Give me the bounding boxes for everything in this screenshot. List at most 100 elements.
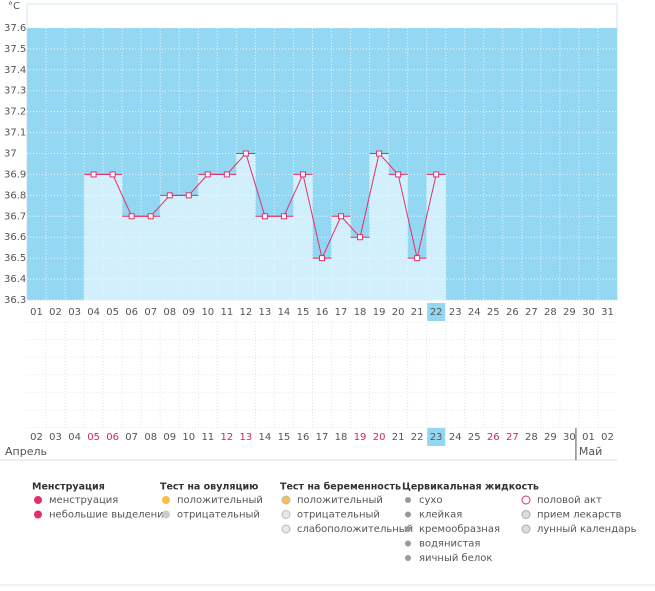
y-tick-label: 36.5 [4,253,26,264]
x-tick-label: 27 [525,307,538,318]
y-tick-label: 36.7 [4,211,26,222]
calendar-day: 03 [49,432,62,443]
y-tick-label: 37.6 [4,23,26,34]
calendar-day: 27 [506,432,519,443]
calendar-day: 01 [582,432,595,443]
marker [147,213,154,220]
x-tick-label: 20 [392,307,405,318]
bar [160,195,180,300]
x-tick-label: 17 [335,307,348,318]
bar [350,237,370,300]
marker [204,171,211,178]
x-tick-label: 07 [144,307,157,318]
legend-icon [405,497,411,503]
x-tick-label: 04 [87,307,100,318]
calendar-day: 21 [392,432,405,443]
marker [395,171,402,178]
legend-item: небольшие выделения [49,510,170,521]
marker [128,213,135,220]
bar [103,174,123,300]
marker [338,213,345,220]
calendar-day: 25 [468,432,481,443]
legend-icon [281,524,291,534]
legend-item: водянистая [419,539,480,550]
calendar-day: 19 [354,432,367,443]
y-tick-label: 36.4 [4,274,26,285]
x-tick-label: 31 [601,307,614,318]
today [427,428,446,446]
x-tick-label: 03 [68,307,81,318]
x-tick-label: 21 [411,307,424,318]
x-tick-label: 12 [240,307,253,318]
y-tick-label: 37.3 [4,86,26,97]
calendar-day: 23 [430,432,443,443]
bar [236,153,256,300]
calendar-day: 04 [68,432,81,443]
calendar-day: 05 [87,432,100,443]
calendar-day: 22 [411,432,424,443]
calendar-day: 24 [449,432,462,443]
y-tick-label: 36.9 [4,169,26,180]
x-tick-label: 28 [544,307,557,318]
month-label: Май [579,445,602,458]
x-tick-label: 09 [182,307,195,318]
y-tick-label: 36.6 [4,232,26,243]
legend-item: положительный [177,495,263,506]
legend-item: прием лекарств [537,510,622,521]
y-tick-label: 37.4 [4,65,26,76]
calendar-day: 28 [525,432,538,443]
calendar-day: 17 [316,432,329,443]
legend-item: отрицательный [297,510,380,521]
x-tick-label: 10 [201,307,214,318]
calendar-day: 06 [106,432,119,443]
legend-item: половой акт [537,495,602,506]
marker [261,213,268,220]
legend-icon [405,555,411,561]
y-tick-label: 37 [4,149,17,160]
legend-item: сухо [419,495,442,506]
legend-item: слабоположительный [297,524,413,535]
legend-icon [405,511,411,518]
legend-icon [162,496,170,504]
x-tick-label: 19 [373,307,386,318]
unit: °C [8,1,20,12]
x-tick-label: 02 [49,307,62,318]
x-tick-label: 25 [487,307,500,318]
calendar-day: 11 [201,432,214,443]
calendar-day: 16 [297,432,310,443]
legend-icon [405,540,411,547]
calendar-day: 20 [373,432,386,443]
marker [319,255,325,262]
x-tick-label: 01 [30,307,43,318]
calendar-day: 02 [601,432,614,443]
bar [388,174,408,300]
marker [223,171,230,178]
marker [376,150,383,157]
legend-icon [34,510,42,519]
calendar-day: 08 [144,432,157,443]
legend-icon [521,510,531,519]
legend-icon [521,524,531,534]
legend-title: Цервикальная жидкость [402,482,539,493]
calendar-day: 09 [163,432,176,443]
calendar-day: 15 [278,432,291,443]
y-tick-label: 37.5 [4,44,26,55]
x-tick-label: 06 [125,307,138,318]
bar [369,153,389,300]
calendar-day: 18 [335,432,348,443]
legend-item: яичный белок [419,553,492,564]
y-tick-label: 36.8 [4,190,26,201]
x-tick-label: 05 [106,307,119,318]
x-tick-label: 24 [468,307,481,318]
x-tick-label: 11 [220,307,233,318]
marker [433,171,440,178]
legend-title: Менструация [32,482,105,493]
legend-item: отрицательный [177,510,260,521]
calendar-day: 30 [563,432,576,443]
x-tick-label: 18 [354,307,367,318]
marker [109,171,116,178]
calendar-day: 13 [240,432,253,443]
legend-icon [281,495,291,505]
y-tick-label: 37.1 [4,128,26,139]
